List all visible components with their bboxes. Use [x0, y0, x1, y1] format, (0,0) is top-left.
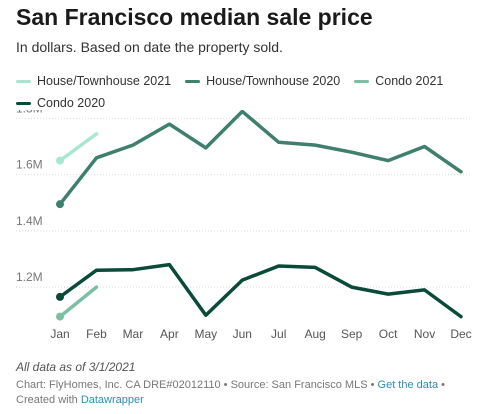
series-start-point	[56, 312, 64, 321]
credits: Chart: FlyHomes, Inc. CA DRE#02012110 • …	[16, 378, 476, 408]
y-tick-label: 1.4M	[16, 214, 43, 228]
source-credit: Source: San Francisco MLS	[230, 379, 368, 391]
credit-separator: •	[438, 379, 445, 391]
x-tick-label: Jun	[233, 327, 252, 341]
credit-separator: •	[367, 379, 378, 391]
x-tick-label: Aug	[305, 327, 326, 341]
y-tick-label: 1.8M	[16, 110, 43, 115]
series-line	[58, 285, 99, 319]
series-start-point	[56, 200, 64, 209]
y-tick-label: 1.6M	[16, 158, 43, 172]
legend-item: House/Townhouse 2021	[16, 70, 171, 92]
datawrapper-link[interactable]: Datawrapper	[80, 394, 144, 406]
x-tick-label: Oct	[379, 327, 398, 341]
chart-credit: Chart: FlyHomes, Inc. CA DRE#02012110	[16, 379, 221, 391]
legend-swatch	[185, 79, 201, 83]
x-tick-label: Dec	[450, 327, 471, 341]
series-line	[58, 110, 463, 206]
legend: House/Townhouse 2021 House/Townhouse 2020…	[16, 70, 476, 114]
x-tick-label: Mar	[123, 327, 144, 341]
created-with-text: Created with	[16, 394, 81, 406]
x-tick-label: Sep	[341, 327, 363, 341]
x-tick-label: Feb	[86, 327, 107, 341]
legend-swatch	[16, 101, 31, 105]
credit-separator: •	[220, 379, 231, 391]
legend-item: Condo 2021	[354, 70, 443, 92]
x-tick-label: Jan	[50, 327, 69, 341]
series-line	[58, 262, 463, 319]
legend-label: House/Townhouse 2020	[206, 74, 341, 88]
legend-swatch	[354, 79, 370, 83]
chart-subtitle: In dollars. Based on date the property s…	[16, 39, 283, 55]
x-tick-label: Jul	[271, 327, 286, 341]
series-start-point	[56, 156, 64, 165]
legend-label: Condo 2021	[375, 74, 444, 88]
x-tick-label: May	[194, 327, 217, 341]
chart-title: San Francisco median sale price	[16, 4, 373, 30]
y-tick-label: 1.2M	[16, 270, 43, 284]
legend-swatch	[16, 79, 31, 83]
line-chart: 1.2M 1.4M 1.6M 1.8M Jan Feb Mar Apr May Jun Jul Aug…	[16, 110, 472, 341]
series-start-point	[56, 292, 64, 301]
legend-label: House/Townhouse 2021	[37, 74, 172, 88]
x-tick-label: Nov	[414, 327, 435, 341]
legend-item: House/Townhouse 2020	[185, 70, 340, 92]
legend-row: House/Townhouse 2021 House/Townhouse 2020…	[16, 70, 476, 114]
legend-item: Condo 2020	[16, 92, 105, 114]
x-tick-label: Apr	[160, 327, 179, 341]
get-data-link[interactable]: Get the data	[377, 379, 439, 391]
legend-label: Condo 2020	[37, 96, 106, 110]
series-line	[58, 132, 99, 163]
data-note: All data as of 3/1/2021	[16, 360, 136, 374]
